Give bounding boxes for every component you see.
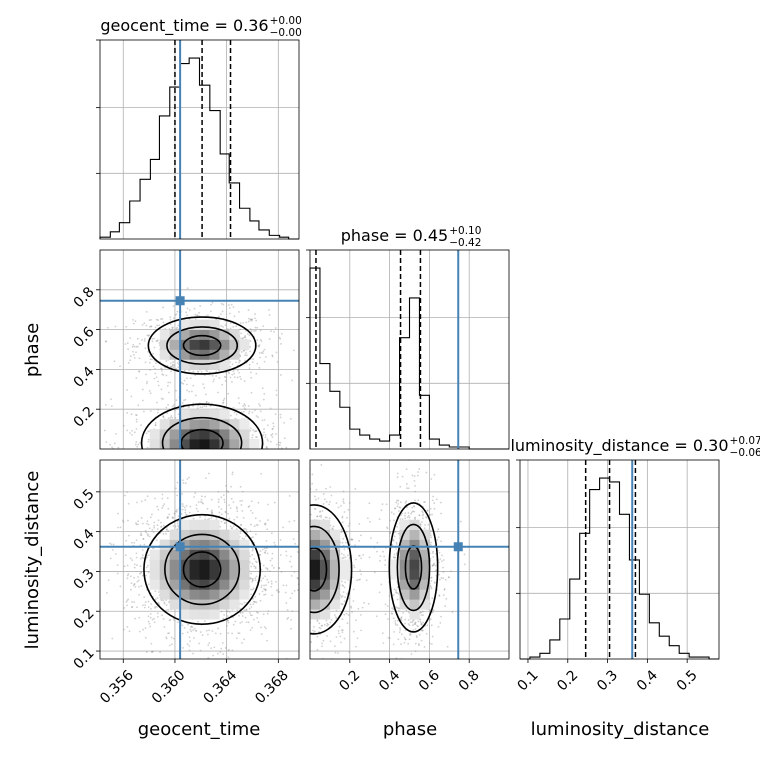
panel-geocent-vs-distance-contour-0-1 xyxy=(164,533,241,606)
x-tick-phase-label: 0.8 xyxy=(456,667,483,694)
x-tick-luminosity-distance-label: 0.5 xyxy=(674,667,701,694)
panel-geocent-vs-phase-contour-1-0 xyxy=(180,428,224,449)
x-tick-geocent-time-label: 0.368 xyxy=(252,667,292,707)
hist-geocent_time-step xyxy=(99,57,299,240)
x-tick-geocent-time-label: 0.360 xyxy=(149,667,189,707)
hist-luminosity_distance-title-text: luminosity_distance = 0.30 xyxy=(510,436,728,456)
x-tick-phase-label: 0.6 xyxy=(416,667,443,694)
panel-geocent-vs-phase xyxy=(100,250,299,449)
x-tick-geocent-time-label: 0.364 xyxy=(201,667,241,707)
y-tick-phase-label: 0.8 xyxy=(71,284,98,311)
panel-geocent-vs-phase-contour-1-2 xyxy=(140,403,264,449)
hist-luminosity_distance-panel xyxy=(520,460,719,660)
y-tick-luminosity-distance-label: 0.3 xyxy=(71,566,98,593)
hist-phase-panel-background xyxy=(310,250,509,449)
panel-geocent-vs-distance xyxy=(100,460,299,659)
panel-geocent-vs-phase-contour-0-0 xyxy=(182,334,222,357)
x-tick-geocent-time-label: 0.356 xyxy=(97,667,137,707)
hist-phase-title-minus: −0.42 xyxy=(449,237,481,249)
hist-phase-title-plus: +0.10 xyxy=(449,225,481,237)
x-tick-phase-label: 0.4 xyxy=(376,667,403,694)
y-tick-luminosity-distance-label: 0.2 xyxy=(71,606,98,633)
hist-geocent_time-frame xyxy=(99,39,300,240)
hist-luminosity_distance-step xyxy=(520,477,719,660)
panel-geocent-vs-phase-truth-marker xyxy=(175,296,185,306)
panel-phase-vs-distance-truth-marker xyxy=(453,542,463,552)
x-tick-phase-label: 0.2 xyxy=(336,667,363,694)
panel-phase-vs-distance-contour-0-2 xyxy=(310,504,353,635)
panel-geocent-vs-distance-frame xyxy=(99,459,300,660)
y-tick-luminosity-distance-label: 0.1 xyxy=(71,645,98,672)
panel-phase-vs-distance-frame xyxy=(309,459,510,660)
panel-phase-vs-distance-contour-0-0 xyxy=(310,547,328,592)
x-axis-label-geocent-time: geocent_time xyxy=(138,719,261,740)
hist-luminosity_distance-title: luminosity_distance = 0.30 +0.07−0.06 xyxy=(510,435,760,459)
panel-geocent-vs-phase-frame xyxy=(99,249,300,450)
panel-geocent-vs-phase-density xyxy=(103,287,299,449)
x-tick-luminosity-distance-label: 0.1 xyxy=(515,667,542,694)
hist-geocent_time-title: geocent_time = 0.36 +0.00−0.00 xyxy=(100,15,301,39)
hist-geocent_time-title-text: geocent_time = 0.36 xyxy=(100,16,268,36)
x-tick-luminosity-distance-label: 0.4 xyxy=(634,667,661,694)
y-axis-label-luminosity-distance: luminosity_distance xyxy=(22,471,43,650)
y-tick-luminosity-distance-label: 0.5 xyxy=(71,486,98,513)
hist-phase-panel xyxy=(309,250,509,450)
panel-geocent-vs-phase-contour-0-2 xyxy=(147,316,257,375)
y-tick-phase-label: 0.6 xyxy=(71,324,98,351)
panel-geocent-vs-distance-contour-0-0 xyxy=(182,551,222,588)
hist-phase-title: phase = 0.45 +0.10−0.42 xyxy=(341,225,482,249)
hist-geocent_time-panel xyxy=(99,40,299,240)
x-axis-label-phase: phase xyxy=(383,719,437,740)
hist-luminosity_distance-title-minus: −0.06 xyxy=(730,447,760,459)
y-tick-phase-label: 0.2 xyxy=(71,404,98,431)
x-tick-luminosity-distance-label: 0.3 xyxy=(594,667,621,694)
panel-phase-vs-distance-density xyxy=(310,460,466,659)
panel-geocent-vs-phase-contour-1-1 xyxy=(161,416,243,449)
y-axis-label-phase: phase xyxy=(22,323,43,377)
panel-phase-vs-distance-contour-0-1 xyxy=(310,525,340,614)
panel-phase-vs-distance-contour-1-2 xyxy=(388,502,439,633)
hist-phase-frame xyxy=(309,249,510,450)
y-tick-luminosity-distance-label: 0.4 xyxy=(71,526,98,553)
hist-luminosity_distance-frame xyxy=(519,459,720,660)
hist-geocent_time-title-plus: +0.00 xyxy=(270,15,302,27)
panel-geocent-vs-distance-truth-marker xyxy=(175,542,185,552)
panel-geocent-vs-phase-contour-0-1 xyxy=(166,326,239,365)
panel-phase-vs-distance-contour-1-1 xyxy=(396,523,431,612)
x-tick-luminosity-distance-label: 0.2 xyxy=(554,667,581,694)
y-tick-phase-label: 0.4 xyxy=(71,364,98,391)
panel-geocent-vs-distance-contour-0-2 xyxy=(143,513,262,625)
panel-phase-vs-distance xyxy=(310,460,509,659)
x-axis-label-luminosity-distance: luminosity_distance xyxy=(531,719,710,740)
hist-geocent_time-title-minus: −0.00 xyxy=(270,27,302,39)
hist-phase-title-text: phase = 0.45 xyxy=(341,226,448,245)
hist-luminosity_distance-title-plus: +0.07 xyxy=(730,435,760,447)
